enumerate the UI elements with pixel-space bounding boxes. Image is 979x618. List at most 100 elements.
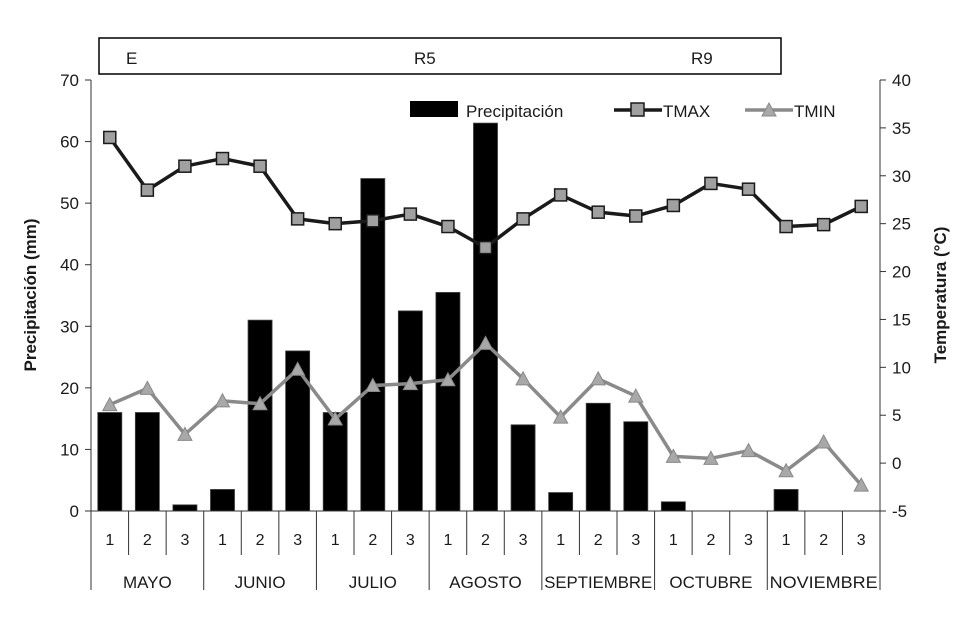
x-tick-label: 2 — [594, 532, 603, 549]
x-tick-label: 3 — [519, 532, 528, 549]
legend-tmin-marker — [761, 101, 777, 117]
precip-bar — [773, 489, 799, 512]
precip-bar — [134, 412, 160, 512]
x-month-label: MAYO — [123, 573, 172, 592]
x-tick-label: 3 — [180, 532, 189, 549]
tmax-point — [854, 199, 868, 214]
tmax-point — [666, 198, 681, 213]
tmin-point — [740, 442, 757, 458]
stage-label-e: E — [126, 49, 137, 68]
tmax-point — [741, 182, 756, 196]
tmax-point — [516, 212, 530, 226]
tmin-point — [477, 335, 494, 350]
x-tick-label: 2 — [256, 532, 265, 549]
x-tick-label: 3 — [744, 532, 753, 549]
precip-bar — [322, 412, 348, 512]
y2-tick-label: 10 — [892, 358, 911, 377]
precip-bar — [510, 424, 536, 512]
tmin-point — [402, 375, 419, 391]
x-month-label: NOVIEMBRE — [770, 573, 878, 592]
y-tick-label: 60 — [60, 133, 79, 152]
tmin-point — [289, 361, 306, 376]
y2-tick-label: 40 — [892, 71, 911, 90]
stage-label-r5: R5 — [414, 49, 436, 68]
x-tick-label: 2 — [819, 532, 828, 549]
tmax-point — [553, 188, 568, 202]
tmin-point — [252, 395, 268, 411]
stage-label-r9: R9 — [691, 49, 713, 68]
tmin-point — [778, 462, 794, 478]
tmax-point — [591, 205, 605, 219]
tmin-point — [139, 380, 156, 395]
y-tick-label: 30 — [60, 317, 79, 336]
tmin-point — [552, 409, 569, 424]
x-month-label: OCTUBRE — [669, 573, 752, 592]
precip-bar — [210, 489, 235, 512]
tmin-point — [703, 450, 719, 465]
y-tick-label: 0 — [70, 502, 79, 521]
precip-bar — [435, 292, 461, 512]
precip-bar — [585, 402, 611, 512]
tmax-point — [779, 219, 793, 234]
x-tick-label: 1 — [331, 532, 340, 549]
y2-tick-label: 25 — [892, 215, 911, 234]
tmin-point — [214, 392, 231, 408]
y-tick-label: 40 — [60, 256, 79, 275]
precip-bar — [623, 421, 649, 512]
x-tick-label: 2 — [706, 532, 715, 549]
x-tick-label: 1 — [218, 532, 227, 549]
legend: Precipitación TMAX TMIN — [410, 101, 836, 121]
precip-bar — [548, 492, 574, 512]
x-tick-label: 1 — [556, 532, 565, 549]
tmax-point — [328, 216, 342, 231]
x-tick-label: 1 — [443, 532, 452, 549]
precip-bar — [172, 504, 198, 512]
y2-tick-label: 20 — [892, 263, 911, 282]
tmin-point — [327, 410, 344, 426]
tmax-point — [366, 214, 380, 228]
legend-precip-label: Precipitación — [466, 102, 563, 121]
x-tick-label: 2 — [481, 532, 490, 549]
tmax-point — [704, 176, 718, 191]
legend-tmax-label: TMAX — [663, 102, 710, 121]
y2-tick-label: 0 — [892, 454, 901, 473]
legend-tmax-marker — [630, 102, 645, 117]
tmax-point — [215, 151, 230, 166]
tmin-point — [101, 396, 118, 412]
x-tick-label: 1 — [669, 532, 678, 549]
tmax-point — [140, 183, 155, 197]
tmax-point — [290, 212, 305, 226]
tmax-point — [178, 159, 192, 173]
y2-tick-label: 35 — [892, 119, 911, 138]
tmax-point — [403, 207, 418, 221]
x-month-label: AGOSTO — [449, 573, 521, 592]
precip-bar — [397, 310, 423, 512]
tmin-point — [853, 477, 870, 492]
precip-bar — [247, 319, 273, 512]
y-tick-label: 70 — [60, 71, 79, 90]
tmin-point — [177, 426, 193, 441]
tmin-point — [364, 377, 381, 393]
y2-axis-title: Temperatura (°C) — [931, 227, 950, 364]
precip-bar — [97, 412, 123, 512]
x-tick-label: 2 — [368, 532, 377, 549]
tmax-point — [478, 240, 493, 255]
x-tick-label: 2 — [143, 532, 152, 549]
tmax-point — [253, 159, 267, 173]
x-month-label: SEPTIEMBRE — [544, 573, 652, 592]
tmax-point — [816, 217, 831, 232]
tmin-point — [627, 388, 644, 403]
legend-tmin-label: TMIN — [794, 102, 836, 121]
precip-bar — [360, 178, 386, 512]
tmin-point — [515, 370, 531, 386]
y-tick-label: 50 — [60, 194, 79, 213]
tmax-point — [103, 130, 117, 145]
x-month-label: JUNIO — [235, 573, 286, 592]
y-tick-label: 10 — [60, 440, 79, 459]
tmax-point — [441, 219, 455, 234]
stage-bar — [98, 37, 782, 75]
x-month-label: JULIO — [349, 573, 397, 592]
tmin-point — [665, 448, 682, 463]
y2-tick-label: 30 — [892, 167, 911, 186]
